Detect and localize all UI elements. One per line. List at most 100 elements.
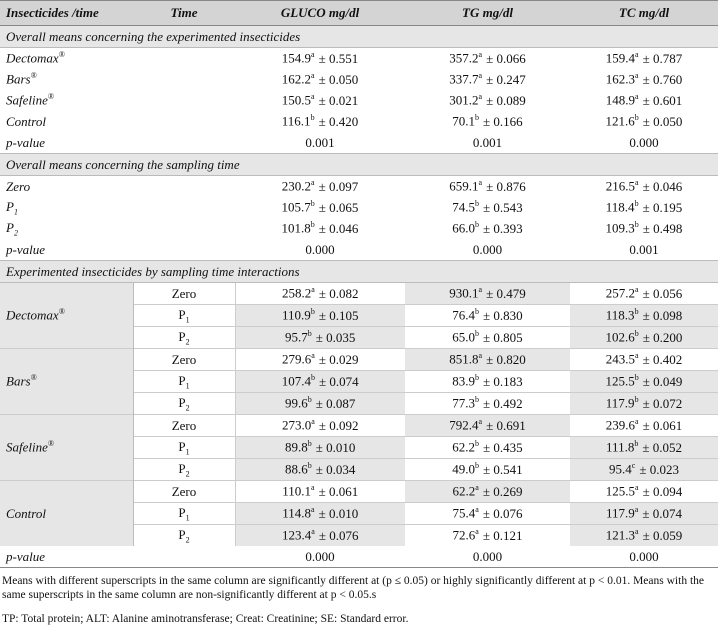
value-cell: 301.2a ± 0.089 [405, 90, 570, 111]
superscript: a [635, 92, 639, 102]
value-cell: 110.1a ± 0.061 [235, 480, 405, 503]
mean: 792.4 [449, 417, 479, 433]
value-cell: 258.2a ± 0.082 [235, 282, 405, 305]
mean: 239.6 [605, 417, 636, 433]
superscript: a [478, 178, 483, 188]
value-cell: 0.001 [570, 239, 718, 261]
superscript: b [634, 395, 639, 405]
text: Control [6, 505, 46, 521]
value-cell: 162.2a ± 0.050 [235, 69, 405, 90]
text: p-value [6, 548, 45, 564]
section-row: Experimented insecticides by sampling ti… [0, 260, 718, 283]
value-cell: 109.3b ± 0.498 [570, 218, 718, 239]
value-cell: 257.2a ± 0.056 [570, 282, 718, 305]
superscript: a [635, 285, 639, 295]
time-cell [133, 176, 235, 198]
mean: 77.3 [452, 395, 476, 411]
value-cell: 0.000 [570, 132, 718, 154]
value-cell: 162.3a ± 0.760 [570, 69, 718, 90]
time-cell [133, 48, 235, 70]
text: Control [6, 113, 46, 129]
standard-error: ± 0.195 [642, 199, 683, 215]
superscript: b [475, 395, 480, 405]
superscript: a [478, 50, 483, 60]
mean: 117.9 [606, 505, 635, 521]
column-header: GLUCO mg/dl [235, 0, 405, 26]
text: P [178, 306, 186, 322]
row: P2 123.4a ± 0.076 72.6a ± 0.121 121.3a ± 0.059 [0, 524, 718, 546]
mean: 70.1 [452, 113, 476, 129]
group-label: Safeline® [0, 414, 134, 481]
mean: 74.5 [452, 199, 476, 215]
row: p-value 0.001 0.001 0.000 [0, 132, 718, 154]
value-cell: 65.0b ± 0.805 [405, 326, 570, 349]
mean: 659.1 [449, 178, 479, 194]
mean: 101.8 [281, 220, 311, 236]
value-cell: 154.9a ± 0.551 [235, 48, 405, 70]
mean: 230.2 [281, 178, 312, 194]
value-cell: 62.2a ± 0.269 [405, 480, 570, 503]
mean: 279.6 [282, 351, 312, 367]
standard-error: ± 0.166 [483, 113, 523, 129]
standard-error: ± 0.435 [483, 439, 523, 455]
time-cell [133, 546, 235, 568]
mean: 117.9 [605, 395, 635, 411]
superscript: b [475, 439, 480, 449]
value-cell: 0.000 [405, 239, 570, 261]
row: Dectomax® Zero 258.2a ± 0.082 930.1a ± 0.479 2… [0, 282, 718, 349]
subscript: 2 [185, 403, 190, 413]
value-cell: 76.4b ± 0.830 [405, 304, 570, 327]
mean: 118.3 [605, 307, 635, 323]
standard-error: ± 0.094 [642, 483, 683, 499]
standard-error: ± 0.034 [315, 461, 356, 477]
subscript: 2 [13, 228, 18, 238]
text: Zero [6, 178, 31, 194]
mean: 95.7 [285, 329, 308, 345]
text: Zero [171, 483, 197, 499]
mean: 121.6 [605, 113, 635, 129]
mean: 65.0 [452, 329, 476, 345]
text: p-value [6, 134, 45, 150]
subscript: 1 [185, 381, 190, 391]
value-cell: 66.0b ± 0.393 [405, 218, 570, 239]
value-cell: 0.000 [405, 546, 570, 568]
value-cell: 114.8a ± 0.010 [235, 502, 405, 525]
superscript: a [635, 483, 639, 493]
superscript: a [634, 505, 639, 515]
time-cell: P2 [133, 458, 236, 481]
standard-error: ± 0.420 [318, 113, 359, 129]
mean: 0.000 [305, 241, 335, 257]
standard-error: ± 0.098 [642, 307, 683, 323]
superscript: a [311, 505, 315, 515]
row: p-value 0.000 0.000 0.001 [0, 239, 718, 261]
standard-error: ± 0.010 [315, 439, 356, 455]
standard-error: ± 0.050 [318, 71, 359, 87]
table-body: Overall means concerning the experimente… [0, 25, 718, 568]
superscript: a [311, 50, 315, 60]
standard-error: ± 0.492 [483, 395, 523, 411]
time-cell: P2 [133, 524, 236, 546]
text: P [6, 219, 14, 235]
value-cell: 49.0b ± 0.541 [405, 458, 570, 481]
column-header: TG mg/dl [405, 0, 570, 26]
value-cell: 72.6a ± 0.121 [405, 524, 570, 546]
text: Dectomax [6, 307, 59, 323]
row: Control 116.1b ± 0.420 70.1b ± 0.166 121.6b ± … [0, 111, 718, 132]
row: P2 99.6b ± 0.087 77.3b ± 0.492 117.9b ± 0.072 [0, 392, 718, 415]
standard-error: ± 0.061 [642, 417, 683, 433]
row-label: p-value [0, 546, 133, 568]
value-cell: 216.5a ± 0.046 [570, 176, 718, 198]
standard-error: ± 0.601 [642, 92, 683, 108]
value-cell: 792.4a ± 0.691 [405, 414, 570, 437]
row: Bars® 162.2a ± 0.050 337.7a ± 0.247 162.3a ± 0… [0, 69, 718, 90]
superscript: a [311, 527, 315, 537]
standard-error: ± 0.029 [318, 351, 359, 367]
value-cell: 111.8b ± 0.052 [570, 436, 718, 459]
mean: 162.3 [605, 71, 636, 87]
standard-error: ± 0.183 [483, 373, 523, 389]
superscript: a [311, 285, 315, 295]
text: P [178, 438, 186, 454]
row-label: Safeline® [0, 90, 133, 111]
section-title: Overall means concerning the sampling ti… [0, 153, 718, 176]
text: P [6, 198, 14, 214]
